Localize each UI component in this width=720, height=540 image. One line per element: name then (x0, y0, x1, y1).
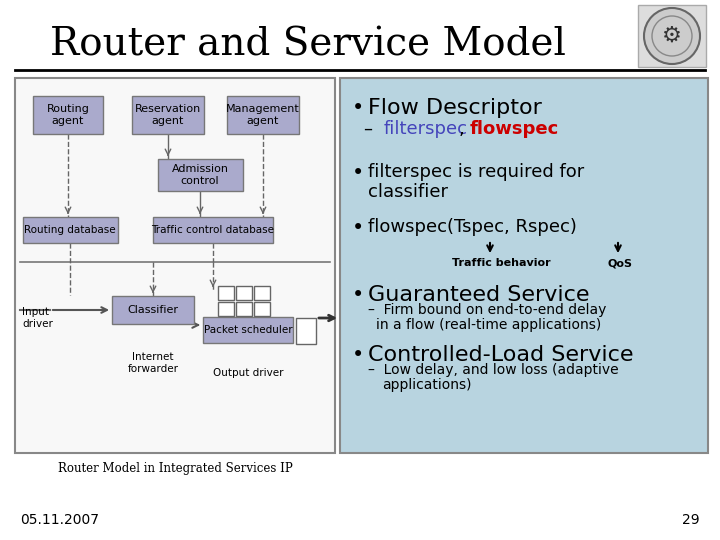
Bar (227, 96, 299, 134)
Text: •: • (352, 218, 364, 238)
Text: filterspec: filterspec (384, 120, 468, 138)
Text: Classifier: Classifier (127, 305, 179, 315)
Bar (236, 302, 252, 316)
Text: Guaranteed Service: Guaranteed Service (368, 285, 590, 305)
Text: 05.11.2007: 05.11.2007 (20, 513, 99, 527)
Text: Routing database: Routing database (24, 225, 116, 235)
Text: ⚙: ⚙ (662, 26, 682, 46)
Text: in a flow (real-time applications): in a flow (real-time applications) (376, 318, 601, 332)
Text: 29: 29 (683, 513, 700, 527)
Text: Traffic control database: Traffic control database (151, 225, 274, 235)
Text: –  Firm bound on end-to-end delay: – Firm bound on end-to-end delay (368, 303, 606, 317)
Text: Packet scheduler: Packet scheduler (204, 325, 292, 335)
Bar (158, 159, 243, 191)
Circle shape (644, 8, 700, 64)
Bar (296, 318, 316, 344)
Bar (340, 78, 708, 453)
Bar (218, 302, 234, 316)
Bar (33, 96, 103, 134)
Bar (153, 217, 273, 243)
Bar (22, 217, 117, 243)
Bar (254, 302, 270, 316)
Text: QoS: QoS (608, 258, 633, 268)
Text: –  Low delay, and low loss (adaptive: – Low delay, and low loss (adaptive (368, 363, 618, 377)
Bar (112, 296, 194, 324)
Text: filterspec is required for: filterspec is required for (368, 163, 584, 181)
Text: Output driver: Output driver (212, 368, 283, 378)
Bar (638, 5, 706, 67)
Text: •: • (352, 163, 364, 183)
Bar (15, 78, 335, 453)
Text: Internet
forwarder: Internet forwarder (127, 352, 179, 374)
Text: •: • (352, 98, 364, 118)
Text: Flow Descriptor: Flow Descriptor (368, 98, 542, 118)
Text: •: • (352, 345, 364, 365)
Bar (254, 286, 270, 300)
Text: applications): applications) (382, 378, 472, 392)
Text: Router and Service Model: Router and Service Model (50, 26, 566, 64)
Bar (218, 286, 234, 300)
Text: Management
agent: Management agent (226, 104, 300, 126)
Text: flowspec(Tspec, Rspec): flowspec(Tspec, Rspec) (368, 218, 577, 236)
Text: Router Model in Integrated Services IP: Router Model in Integrated Services IP (58, 462, 292, 475)
Text: Reservation
agent: Reservation agent (135, 104, 201, 126)
Text: Routing
agent: Routing agent (47, 104, 89, 126)
Bar (236, 286, 252, 300)
Text: Admission
control: Admission control (171, 164, 228, 186)
Text: Traffic behavior: Traffic behavior (452, 258, 551, 268)
Text: flowspec: flowspec (470, 120, 559, 138)
Text: •: • (352, 285, 364, 305)
Text: classifier: classifier (368, 183, 448, 201)
Text: –: – (364, 120, 384, 138)
Bar (203, 317, 293, 343)
Text: Input
driver: Input driver (22, 307, 53, 329)
Text: Controlled-Load Service: Controlled-Load Service (368, 345, 634, 365)
Text: ,: , (459, 120, 470, 138)
Bar (132, 96, 204, 134)
